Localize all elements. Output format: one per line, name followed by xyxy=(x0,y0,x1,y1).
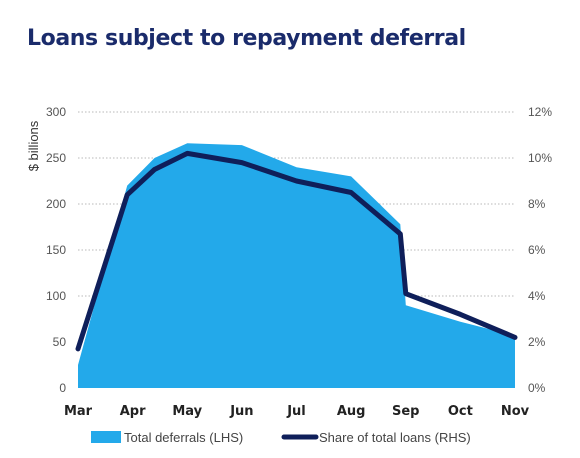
y-right-tick-label: 10% xyxy=(528,151,552,165)
legend-swatch-area xyxy=(91,431,121,443)
legend-label-area: Total deferrals (LHS) xyxy=(124,430,243,445)
y-left-tick-label: 50 xyxy=(53,335,67,349)
x-tick-label: Jul xyxy=(286,404,306,419)
legend-label-line: Share of total loans (RHS) xyxy=(319,430,471,445)
y-left-tick-label: 200 xyxy=(46,197,66,211)
y-right-tick-label: 12% xyxy=(528,105,552,119)
axis-labels: 0 0% 50 2% 100 4% 150 6% 200 8% 250 10% 300 12% Mar Apr… xyxy=(46,105,552,419)
y-axis-title: $ billions xyxy=(26,120,41,171)
y-left-tick-label: 300 xyxy=(46,105,66,119)
x-tick-label: Aug xyxy=(337,404,366,419)
y-left-tick-label: 100 xyxy=(46,289,66,303)
x-tick-label: Mar xyxy=(64,404,93,419)
x-tick-label: Sep xyxy=(392,404,420,419)
x-tick-label: Nov xyxy=(501,404,530,419)
x-tick-label: Apr xyxy=(120,404,146,419)
y-left-tick-label: 150 xyxy=(46,243,66,257)
line-share-of-total-loans xyxy=(75,150,518,352)
y-left-tick-label: 0 xyxy=(59,381,66,395)
x-tick-label: May xyxy=(172,404,202,419)
y-right-tick-label: 0% xyxy=(528,381,546,395)
area-total-deferrals xyxy=(78,143,515,388)
series-layer xyxy=(75,143,518,388)
x-tick-label: Jun xyxy=(229,404,253,419)
y-right-tick-label: 8% xyxy=(528,197,546,211)
chart-title: Loans subject to repayment deferral xyxy=(27,26,466,51)
y-right-tick-label: 2% xyxy=(528,335,546,349)
x-tick-label: Oct xyxy=(448,404,473,419)
y-right-tick-label: 6% xyxy=(528,243,546,257)
y-left-tick-label: 250 xyxy=(46,151,66,165)
y-right-tick-label: 4% xyxy=(528,289,546,303)
legend: Total deferrals (LHS) Share of total loa… xyxy=(91,430,471,445)
